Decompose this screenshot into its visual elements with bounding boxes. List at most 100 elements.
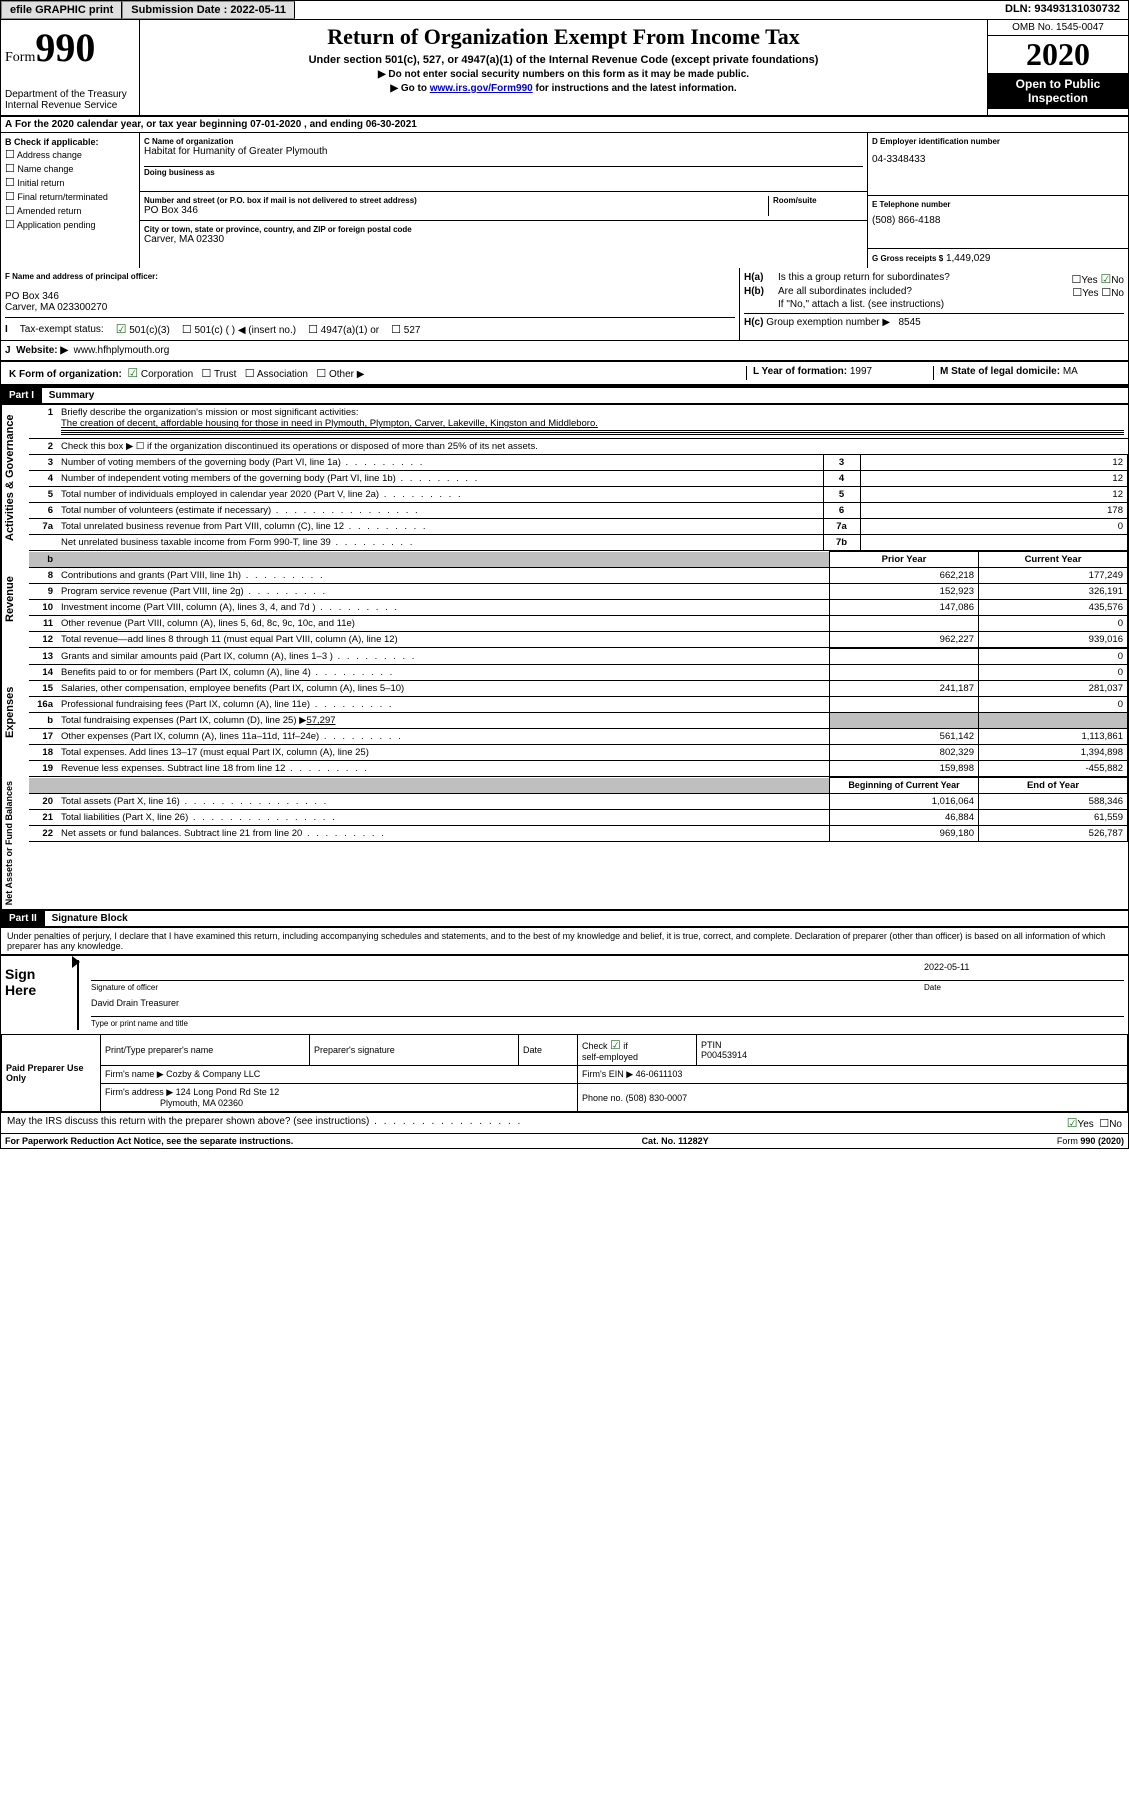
discuss-row: May the IRS discuss this return with the… <box>1 1112 1128 1133</box>
check-corporation[interactable]: ☑ <box>127 366 138 380</box>
check-self-employed[interactable]: Check ☑ ifself-employed <box>582 1041 638 1062</box>
line-j-website: J Website: ▶ www.hfhplymouth.org <box>1 341 1128 362</box>
ein-value: 04-3348433 <box>872 154 1124 165</box>
ha-no[interactable]: ☑ <box>1100 272 1111 286</box>
city-label: City or town, state or province, country… <box>144 225 863 234</box>
check-4947[interactable]: ☐ 4947(a)(1) or <box>308 323 379 336</box>
val-line-6: 178 <box>860 503 1127 519</box>
gross-receipts-value: 1,449,029 <box>946 253 991 264</box>
prior-9: 152,923 <box>830 584 979 600</box>
form-990-page: efile GRAPHIC print Submission Date : 20… <box>0 0 1129 1149</box>
firm-ein: 46-0611103 <box>636 1069 683 1079</box>
principal-officer-block: F Name and address of principal officer:… <box>1 268 1128 341</box>
check-association[interactable]: ☐ <box>245 368 255 380</box>
tax-year: 2020 <box>988 36 1128 73</box>
identity-section: B Check if applicable: ☐ Address change … <box>1 133 1128 268</box>
curr-15: 281,037 <box>979 681 1128 697</box>
check-501c[interactable]: ☐ 501(c) ( ) ◀ (insert no.) <box>182 323 296 336</box>
address-value: PO Box 346 <box>144 205 768 216</box>
vlabel-revenue: Revenue <box>1 551 18 648</box>
address-label: Number and street (or P.O. box if mail i… <box>144 196 768 205</box>
val-line-7a: 0 <box>860 519 1127 535</box>
prior-18: 802,329 <box>830 745 979 761</box>
year-formation: 1997 <box>850 366 872 377</box>
firm-addr2: Plymouth, MA 02360 <box>160 1098 243 1108</box>
submission-date-button[interactable]: Submission Date : 2022-05-11 <box>122 1 295 19</box>
prior-12: 962,227 <box>830 632 979 648</box>
hb-yes[interactable]: ☐ <box>1072 287 1082 299</box>
revenue-block: Revenue bPrior YearCurrent Year 8Contrib… <box>1 551 1128 648</box>
check-trust[interactable]: ☐ <box>202 368 212 380</box>
discuss-yes[interactable]: ☑ <box>1067 1116 1078 1130</box>
curr-18: 1,394,898 <box>979 745 1128 761</box>
box-f-label: F Name and address of principal officer: <box>5 272 735 281</box>
hb-note: If "No," attach a list. (see instruction… <box>744 299 1124 310</box>
check-other[interactable]: ☐ <box>316 368 326 380</box>
expenses-block: Expenses 13Grants and similar amounts pa… <box>1 648 1128 777</box>
beg-20: 1,016,064 <box>830 794 979 810</box>
dba-label: Doing business as <box>144 168 863 177</box>
line-2-discontinued: Check this box ▶ ☐ if the organization d… <box>57 439 1128 455</box>
check-501c3[interactable]: ☑ 501(c)(3) <box>116 322 170 336</box>
part-1-header: Part I Summary <box>1 386 1128 405</box>
preparer-table: Paid Preparer Use Only Print/Type prepar… <box>1 1034 1128 1112</box>
form-header: Form990 Department of the Treasury Inter… <box>1 20 1128 117</box>
hb-no[interactable]: ☐ <box>1101 287 1111 299</box>
sig-date: 2022-05-11 <box>924 962 1124 980</box>
curr-16a: 0 <box>979 697 1128 713</box>
ha-yes[interactable]: ☐ <box>1071 274 1081 286</box>
signature-block: Sign Here 2022-05-11 Signature of office… <box>1 954 1128 1133</box>
efile-print-button[interactable]: efile GRAPHIC print <box>1 1 122 19</box>
prior-19: 159,898 <box>830 761 979 777</box>
governance-table: 1 Briefly describe the organization's mi… <box>29 405 1128 551</box>
check-application-pending[interactable]: ☐ Application pending <box>5 218 135 231</box>
tax-exempt-label: Tax-exempt status: <box>20 324 104 335</box>
irs-label: Internal Revenue Service <box>5 100 135 111</box>
curr-11: 0 <box>979 616 1128 632</box>
form-title: Return of Organization Exempt From Incom… <box>144 24 983 50</box>
footer-left: For Paperwork Reduction Act Notice, see … <box>5 1136 293 1146</box>
paid-preparer-label: Paid Preparer Use Only <box>2 1035 101 1112</box>
prior-10: 147,086 <box>830 600 979 616</box>
vlabel-expenses: Expenses <box>1 648 18 777</box>
check-final-return[interactable]: ☐ Final return/terminated <box>5 190 135 203</box>
prior-17: 561,142 <box>830 729 979 745</box>
org-name-label: C Name of organization <box>144 137 863 146</box>
mission-text: The creation of decent, affordable housi… <box>61 418 598 429</box>
check-name-change[interactable]: ☐ Name change <box>5 162 135 175</box>
line-k-form-org: K Form of organization: ☑ Corporation ☐ … <box>1 362 1128 386</box>
prep-date-label: Date <box>519 1035 578 1066</box>
val-line-3: 12 <box>860 455 1127 471</box>
instructions-line: ▶ Go to www.irs.gov/Form990 for instruct… <box>144 83 983 94</box>
governance-block: Activities & Governance 1 Briefly descri… <box>1 405 1128 551</box>
firm-addr1: 124 Long Pond Rd Ste 12 <box>176 1087 280 1097</box>
prep-sig-label: Preparer's signature <box>310 1035 519 1066</box>
ha-label: Is this a group return for subordinates? <box>778 272 1071 286</box>
curr-17: 1,113,861 <box>979 729 1128 745</box>
check-527[interactable]: ☐ 527 <box>391 323 420 336</box>
hc-value: 8545 <box>898 317 920 328</box>
curr-12: 939,016 <box>979 632 1128 648</box>
end-22: 526,787 <box>979 826 1128 842</box>
curr-19: -455,882 <box>979 761 1128 777</box>
part-2-header: Part II Signature Block <box>1 909 1128 928</box>
ptin-value: P00453914 <box>701 1050 747 1060</box>
firm-name: Cozby & Company LLC <box>166 1069 260 1079</box>
irs-link[interactable]: www.irs.gov/Form990 <box>430 83 533 94</box>
officer-addr1: PO Box 346 <box>5 291 735 302</box>
check-address-change[interactable]: ☐ Address change <box>5 148 135 161</box>
prep-name-label: Print/Type preparer's name <box>101 1035 310 1066</box>
phone-label: E Telephone number <box>872 200 1124 209</box>
page-footer: For Paperwork Reduction Act Notice, see … <box>1 1133 1128 1148</box>
check-amended-return[interactable]: ☐ Amended return <box>5 204 135 217</box>
officer-name: David Drain Treasurer <box>91 998 179 1016</box>
check-initial-return[interactable]: ☐ Initial return <box>5 176 135 189</box>
curr-14: 0 <box>979 665 1128 681</box>
footer-right: Form 990 (2020) <box>1057 1136 1124 1146</box>
hc-label: Group exemption number ▶ <box>766 317 890 328</box>
omb-number: OMB No. 1545-0047 <box>988 20 1128 36</box>
discuss-no[interactable]: ☐ <box>1099 1118 1109 1130</box>
sign-here-label: Sign Here <box>1 956 69 1034</box>
public-inspection-badge: Open to PublicInspection <box>988 73 1128 109</box>
form-id: Form990 <box>5 24 135 71</box>
